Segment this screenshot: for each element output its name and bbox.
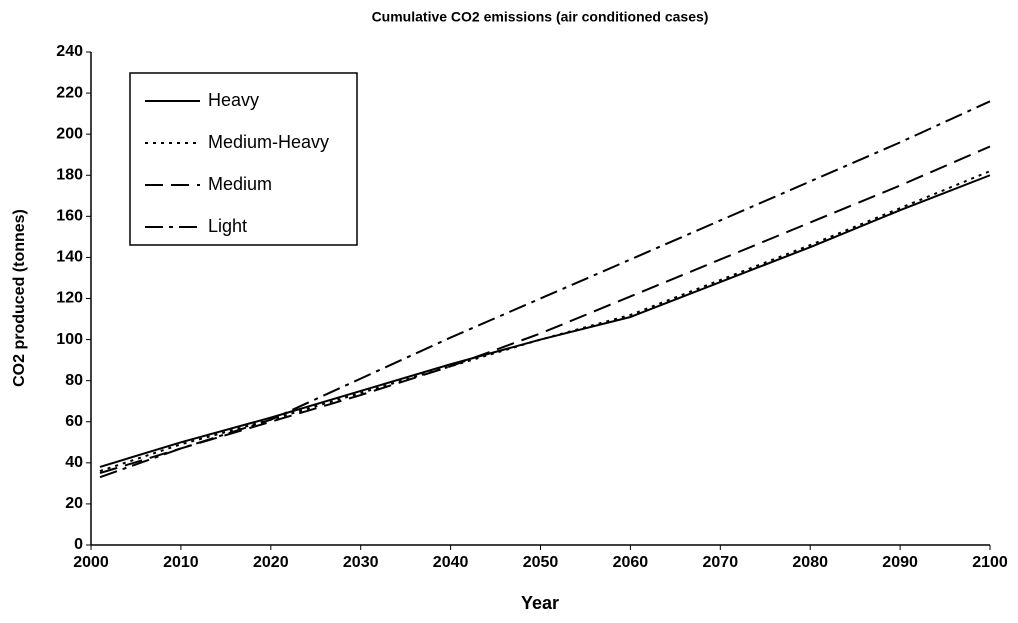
y-tick-label: 240 [56, 43, 83, 60]
x-tick-label: 2070 [703, 554, 739, 571]
y-axis-label: CO2 produced (tonnes) [11, 209, 28, 387]
x-tick-label: 2100 [972, 554, 1008, 571]
y-tick-label: 120 [56, 290, 83, 307]
x-tick-label: 2030 [343, 554, 379, 571]
x-tick-label: 2010 [163, 554, 199, 571]
y-tick-label: 0 [74, 536, 83, 553]
y-tick-label: 180 [56, 166, 83, 183]
y-tick-label: 220 [56, 84, 83, 101]
x-tick-label: 2040 [433, 554, 469, 571]
legend-label: Light [208, 216, 247, 236]
legend-label: Heavy [208, 90, 259, 110]
x-tick-label: 2080 [792, 554, 828, 571]
series-line [99, 100, 991, 479]
chart-title: Cumulative CO2 emissions (air conditione… [372, 9, 709, 25]
series-line [99, 174, 991, 468]
y-tick-label: 100 [56, 331, 83, 348]
y-tick-label: 80 [65, 372, 83, 389]
y-tick-label: 20 [65, 495, 83, 512]
y-tick-label: 160 [56, 208, 83, 225]
y-tick-label: 40 [65, 454, 83, 471]
legend-label: Medium-Heavy [208, 132, 329, 152]
y-tick-label: 140 [56, 249, 83, 266]
x-tick-label: 2060 [613, 554, 649, 571]
x-tick-label: 2050 [523, 554, 559, 571]
x-tick-label: 2000 [73, 554, 109, 571]
x-axis-label: Year [521, 593, 559, 613]
legend-label: Medium [208, 174, 272, 194]
series-line [99, 145, 991, 475]
series-line [99, 170, 991, 472]
x-tick-label: 2090 [882, 554, 918, 571]
y-tick-label: 60 [65, 413, 83, 430]
y-tick-label: 200 [56, 125, 83, 142]
x-tick-label: 2020 [253, 554, 289, 571]
